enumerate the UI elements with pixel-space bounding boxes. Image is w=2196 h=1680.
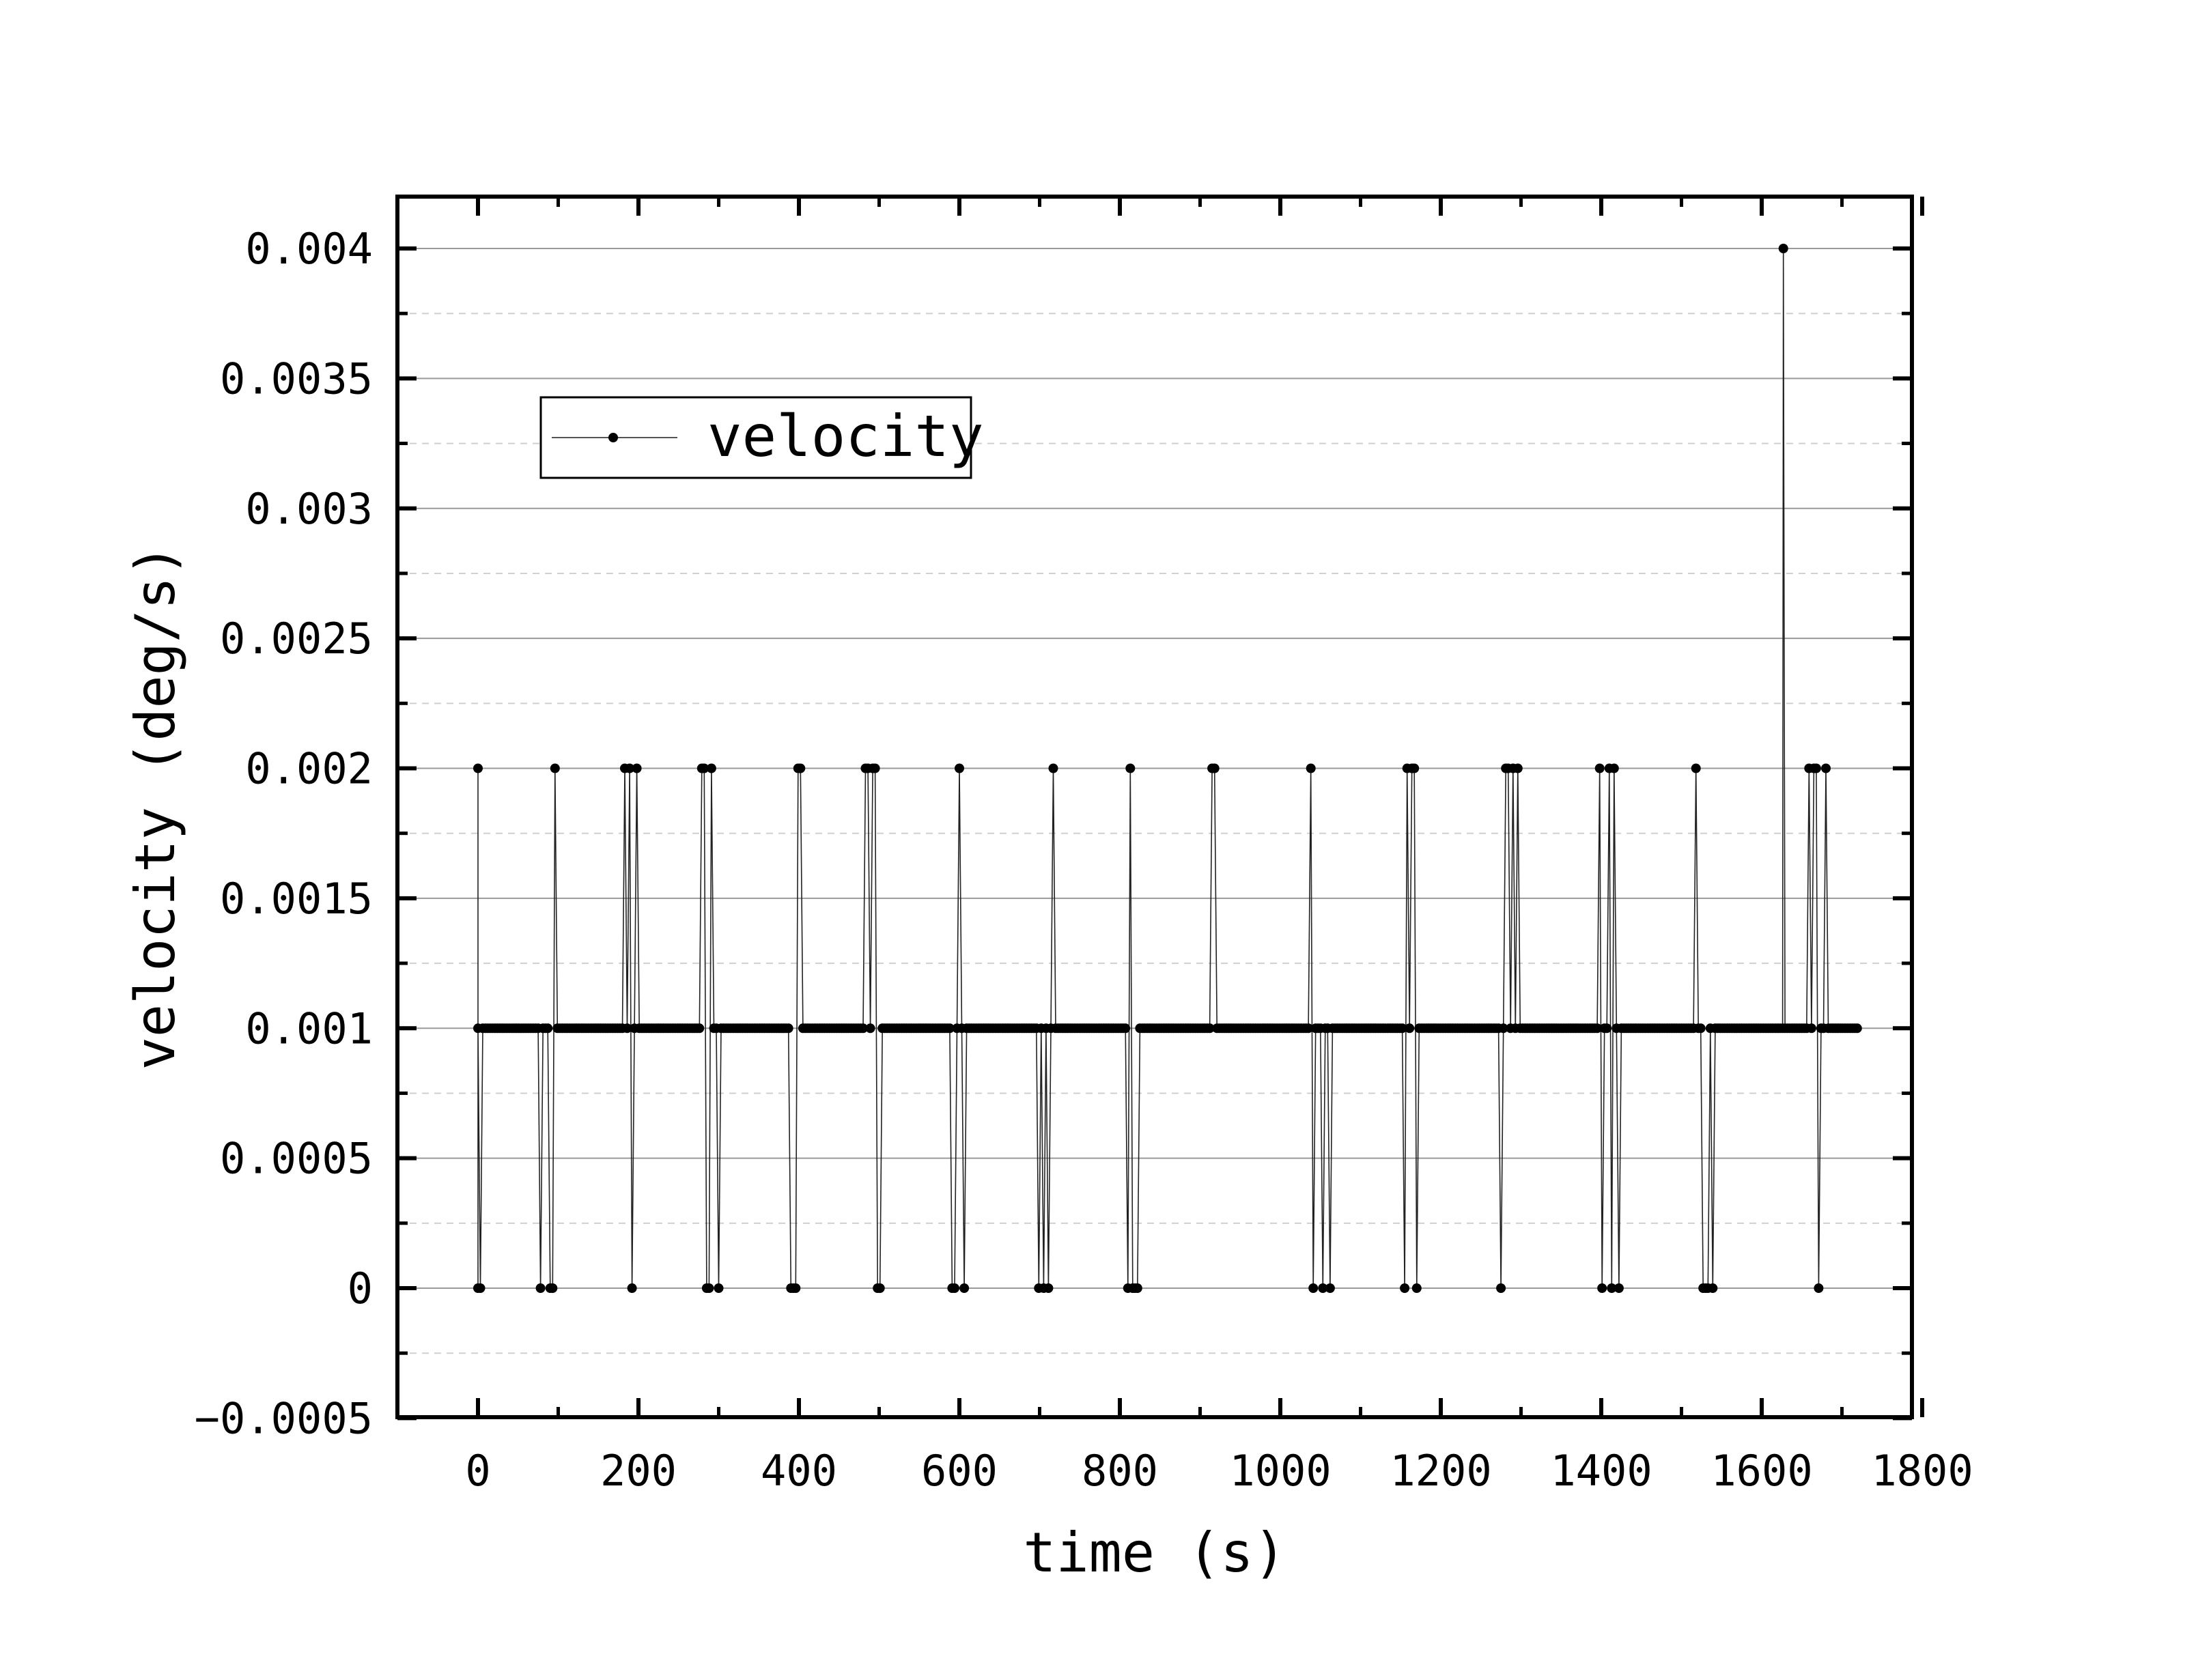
velocity-point [1821, 763, 1831, 773]
velocity-point [791, 1283, 801, 1293]
ticks [396, 197, 1924, 1421]
velocity-point [1602, 1023, 1612, 1034]
velocity-point [1043, 1283, 1054, 1293]
velocity-point [550, 763, 560, 773]
x-tick-label: 1600 [1711, 1446, 1812, 1496]
velocity-point [548, 1283, 558, 1293]
y-axis-title: velocity (deg/s) [124, 544, 187, 1070]
y-tick-label: 0.003 [245, 484, 373, 534]
x-tick-label: 200 [600, 1446, 677, 1496]
velocity-point [473, 763, 483, 773]
velocity-point [535, 1283, 546, 1293]
x-tick-label: 1400 [1550, 1446, 1652, 1496]
velocity-point [858, 1023, 868, 1034]
velocity-point [1496, 1283, 1506, 1293]
y-tick-label: 0 [348, 1264, 373, 1313]
velocity-point [1594, 763, 1605, 773]
velocity-point [1400, 1283, 1410, 1293]
velocity-point [1397, 1023, 1407, 1034]
x-tick-label: 600 [921, 1446, 998, 1496]
velocity-point [783, 1023, 793, 1034]
velocity-point [1814, 1283, 1824, 1293]
velocity-point [1411, 1283, 1422, 1293]
velocity-point [950, 1283, 959, 1293]
x-tick-label: 400 [761, 1446, 837, 1496]
velocity-point [543, 1023, 553, 1034]
velocity-point [1512, 763, 1523, 773]
velocity-point [1811, 763, 1821, 773]
y-tick-label: 0.0025 [220, 614, 373, 664]
velocity-point [694, 1023, 705, 1034]
velocity-point [1592, 1023, 1603, 1034]
plot-frame [395, 195, 1914, 1419]
velocity-point [1409, 763, 1420, 773]
velocity-point [955, 763, 964, 773]
x-tick-label: 0 [465, 1446, 490, 1496]
y-tick-label: 0.0015 [220, 874, 373, 924]
velocity-point [632, 763, 642, 773]
y-tick-label: 0.0005 [220, 1134, 373, 1184]
velocity-point [875, 1283, 885, 1293]
velocity-point [475, 1283, 485, 1293]
velocity-point [1306, 763, 1316, 773]
x-tick-label: 1000 [1229, 1446, 1331, 1496]
velocity-point [1318, 1283, 1328, 1293]
velocity-point [714, 1283, 724, 1293]
velocity-point [627, 1283, 637, 1293]
y-tick-label: −0.0005 [195, 1393, 373, 1443]
y-tick-label: 0.004 [245, 224, 373, 274]
tick-labels: −0.0005 0 0.0005 0.001 0.0015 0.002 0.0025 0.00… [195, 224, 1973, 1496]
velocity-point [1498, 1023, 1508, 1034]
velocity-point [1304, 1023, 1314, 1034]
velocity-point [1597, 1283, 1607, 1293]
velocity-point [865, 1023, 875, 1034]
velocity-point [1614, 1283, 1624, 1293]
legend-marker [608, 433, 618, 442]
velocity-point [1209, 763, 1220, 773]
velocity-point [796, 763, 806, 773]
velocity-point [1308, 1283, 1319, 1293]
velocity-point [1205, 1023, 1215, 1034]
velocity-point [622, 1023, 632, 1034]
velocity-point [1405, 1023, 1415, 1034]
velocity-point [1691, 763, 1701, 773]
velocity-point [1325, 1283, 1335, 1293]
velocity-point [699, 763, 709, 773]
velocity-point [625, 763, 635, 773]
velocity-point [1778, 244, 1788, 253]
legend: velocity [539, 396, 984, 479]
velocity-point [1708, 1283, 1718, 1293]
x-axis-title: time (s) [1023, 1521, 1286, 1584]
legend-label: velocity [707, 403, 984, 470]
x-tick-label: 1200 [1390, 1446, 1491, 1496]
velocity-point [1048, 763, 1058, 773]
x-tick-label: 1800 [1871, 1446, 1973, 1496]
velocity-point [870, 763, 880, 773]
velocity-point [1609, 763, 1619, 773]
velocity-point [1132, 1283, 1142, 1293]
velocity-point [1852, 1023, 1862, 1034]
x-tick-label: 800 [1082, 1446, 1158, 1496]
y-tick-label: 0.0035 [220, 354, 373, 403]
velocity-point [944, 1023, 955, 1034]
velocity-point [704, 1283, 714, 1293]
velocity-point [1607, 1283, 1617, 1293]
data-series [473, 244, 1862, 1293]
y-tick-label: 0.001 [245, 1003, 373, 1053]
velocity-point [706, 763, 716, 773]
velocity-point [959, 1283, 970, 1293]
velocity-point [1695, 1023, 1706, 1034]
velocity-point [1125, 763, 1136, 773]
velocity-point [1121, 1023, 1131, 1034]
velocity-point [1806, 1023, 1816, 1034]
y-tick-label: 0.002 [245, 744, 373, 794]
